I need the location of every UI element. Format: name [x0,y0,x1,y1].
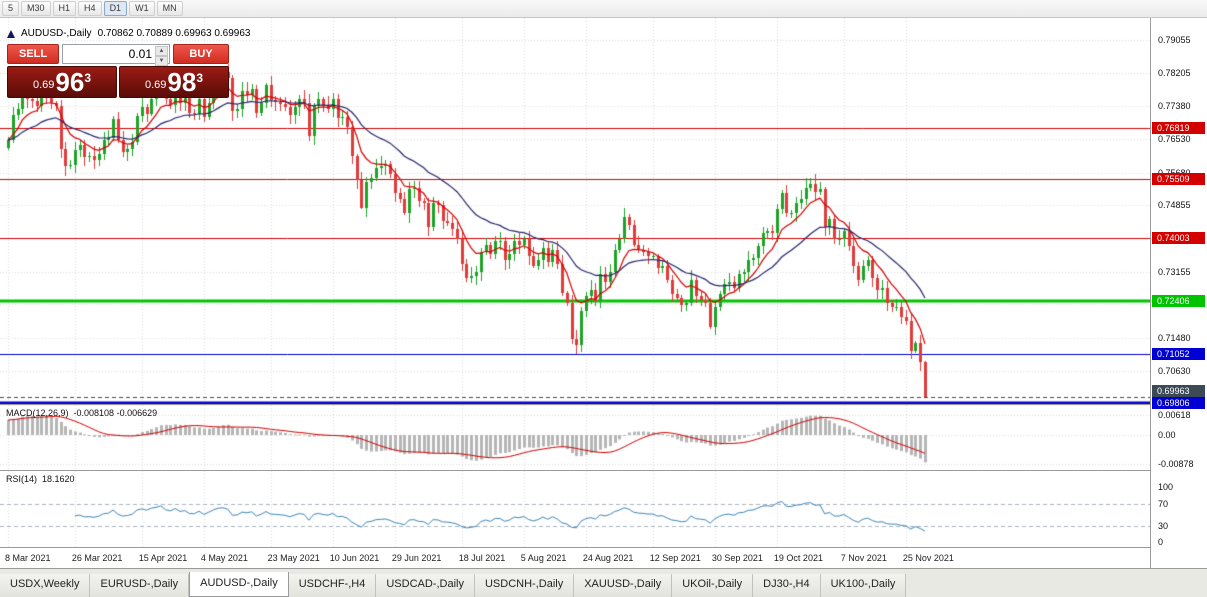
rsi-name: RSI(14) [6,474,38,484]
buy-price-sup: 3 [196,71,204,85]
date-label-30-sep-2021: 30 Sep 2021 [711,553,763,563]
chart-symbol-label: AUDUSD-,Daily [21,28,92,39]
rsi-tick-0: 0 [1158,537,1164,547]
chart-tab-uk100-daily[interactable]: UK100-,Daily [820,574,907,597]
sell-price-prefix: 0.69 [32,79,55,91]
date-label-26-mar-2021: 26 Mar 2021 [71,553,123,563]
chart-tab-usdx-weekly[interactable]: USDX,Weekly [0,574,91,597]
date-label-29-jun-2021: 29 Jun 2021 [391,553,442,563]
date-label-24-aug-2021: 24 Aug 2021 [582,553,634,563]
price-level-label-0.69806: 0.69806 [1152,397,1205,410]
time-axis: 8 Mar 2021 26 Mar 2021 15 Apr 2021 4 May 20… [0,548,1150,568]
price-chart-canvas[interactable] [0,18,1150,548]
date-label-12-sep-2021: 12 Sep 2021 [649,553,701,563]
price-level-label-0.72406: 0.72406 [1152,295,1205,308]
rsi-tick-70: 70 [1158,498,1169,509]
sell-price-display[interactable]: 0.69 96 3 [7,66,117,98]
macd-tick-0.00618: 0.00618 [1158,409,1191,420]
sell-price-sup: 3 [84,71,92,85]
date-label-7-nov-2021: 7 Nov 2021 [840,553,887,563]
price-tick-0.77380: 0.77380 [1158,100,1191,111]
price-tick-0.74855: 0.74855 [1158,200,1191,211]
buy-price-display[interactable]: 0.69 98 3 [119,66,229,98]
chart-tab-audusd-daily[interactable]: AUDUSD-,Daily [189,572,289,597]
price-tick-0.73155: 0.73155 [1158,266,1191,277]
macd-indicator-label: MACD(12,26,9) -0.008108 -0.006629 [6,408,157,418]
chart-tab-xauusd-daily[interactable]: XAUUSD-,Daily [574,574,673,597]
price-tick-0.76530: 0.76530 [1158,134,1191,145]
date-label-23-may-2021: 23 May 2021 [267,553,320,563]
date-label-8-mar-2021: 8 Mar 2021 [5,553,51,563]
chart-tab-dj30-h4[interactable]: DJ30-,H4 [753,574,821,597]
timeframe-button-m30[interactable]: M30 [21,1,51,16]
chart-tab-usdchf-h4[interactable]: USDCHF-,H4 [288,574,377,597]
timeframe-toolbar: 5 M30 H1 H4 D1 W1 MN [0,0,1207,18]
lot-spinner: ▲ ▼ [155,46,168,66]
bid-price-label-0.69963: 0.69963 [1152,385,1205,398]
sell-price-big: 96 [55,67,85,97]
price-tick-0.79055: 0.79055 [1158,35,1191,45]
chart-tab-eurusd-daily[interactable]: EURUSD-,Daily [90,574,190,597]
buy-price-big: 98 [167,67,197,97]
macd-name: MACD(12,26,9) [6,408,69,418]
price-tick-0.71480: 0.71480 [1158,332,1191,343]
macd-tick--0.00878: -0.00878 [1158,458,1194,469]
macd-pane-separator [0,404,1207,405]
price-tick-0.75680: 0.75680 [1158,168,1191,178]
chart-ohlc-values: 0.70862 0.70889 0.69963 0.69963 [97,28,251,39]
chart-tab-usdcad-daily[interactable]: USDCAD-,Daily [376,574,475,597]
lot-decrease-icon[interactable]: ▼ [155,56,168,66]
rsi-indicator-label: RSI(14) 18.1620 [6,474,75,484]
timeframe-button-h4[interactable]: H4 [78,1,102,16]
lot-size-input[interactable] [63,45,169,63]
price-axis: 0.79055 0.78205 0.77380 0.76530 0.75680 0.748… [1150,18,1207,568]
lot-size-field[interactable]: ▲ ▼ [62,44,170,66]
price-level-label-0.76819: 0.76819 [1152,121,1205,134]
sell-button[interactable]: SELL [7,44,59,64]
chart-region: AUDUSD-,Daily 0.70862 0.70889 0.69963 0.… [0,18,1207,568]
macd-values: -0.008108 -0.006629 [73,408,158,418]
chart-tab-usdcnh-daily[interactable]: USDCNH-,Daily [474,574,575,597]
timeframe-button-h1[interactable]: H1 [52,1,77,16]
date-label-10-jun-2021: 10 Jun 2021 [329,553,380,563]
price-tick-0.78205: 0.78205 [1158,68,1191,79]
rsi-pane-separator [0,470,1207,471]
timeframe-button-5[interactable]: 5 [2,1,20,16]
price-level-label-0.74003: 0.74003 [1152,232,1205,245]
timeframe-button-mn[interactable]: MN [156,1,183,16]
date-label-4-may-2021: 4 May 2021 [200,553,248,563]
date-label-19-oct-2021: 19 Oct 2021 [773,553,823,563]
price-tick-0.70630: 0.70630 [1158,366,1191,377]
buy-price-prefix: 0.69 [144,79,167,91]
date-label-25-nov-2021: 25 Nov 2021 [902,553,954,563]
price-level-label-0.75509: 0.75509 [1152,173,1205,186]
rsi-value: 18.1620 [42,474,75,484]
chart-title: AUDUSD-,Daily 0.70862 0.70889 0.69963 0.… [7,28,251,39]
date-label-18-jul-2021: 18 Jul 2021 [458,553,506,563]
time-axis-separator [0,547,1207,548]
buy-button[interactable]: BUY [173,44,229,64]
chart-tab-ukoil-daily[interactable]: UKOil-,Daily [672,574,754,597]
timeframe-button-w1[interactable]: W1 [129,1,155,16]
macd-tick-0.00: 0.00 [1158,430,1176,440]
lot-increase-icon[interactable]: ▲ [155,46,168,56]
date-label-5-aug-2021: 5 Aug 2021 [520,553,567,563]
date-label-15-apr-2021: 15 Apr 2021 [138,553,188,563]
chart-icon [7,29,15,38]
rsi-tick-100: 100 [1158,482,1174,492]
rsi-tick-30: 30 [1158,520,1169,531]
chart-tabs-bar: USDX,Weekly EURUSD-,Daily AUDUSD-,Daily USD… [0,568,1207,597]
price-level-label-0.71052: 0.71052 [1152,348,1205,361]
timeframe-button-d1[interactable]: D1 [103,1,128,16]
